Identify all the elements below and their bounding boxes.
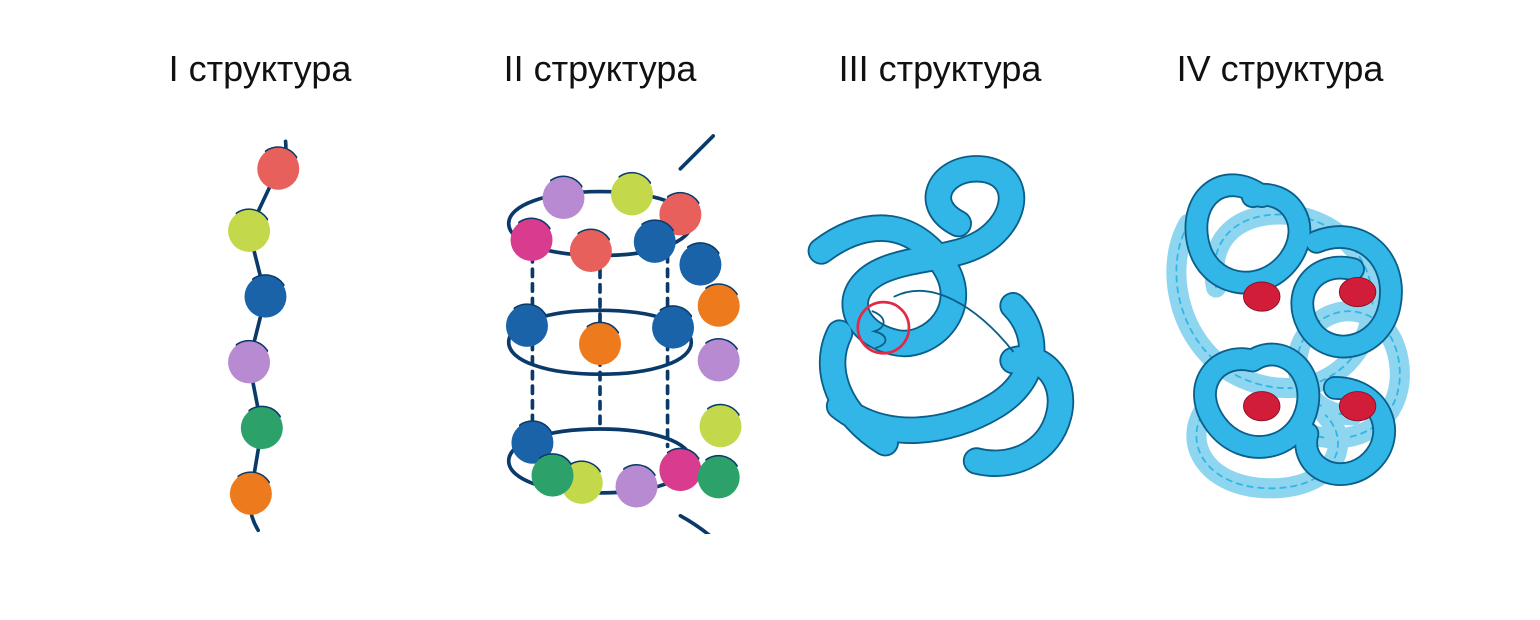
panel-primary: I структура — [90, 48, 430, 534]
panel-quaternary: IV структура — [1110, 48, 1450, 534]
diagram-tertiary — [770, 114, 1110, 534]
diagram-primary — [90, 114, 430, 534]
panel-title-primary: I структура — [169, 48, 352, 90]
diagram-quaternary — [1110, 114, 1450, 534]
diagram-secondary — [430, 114, 770, 534]
panel-title-tertiary: III структура — [839, 48, 1042, 90]
panel-tertiary: III структура — [770, 48, 1110, 534]
panel-secondary: II структура — [430, 48, 770, 534]
panel-title-secondary: II структура — [504, 48, 697, 90]
panel-title-quaternary: IV структура — [1177, 48, 1384, 90]
